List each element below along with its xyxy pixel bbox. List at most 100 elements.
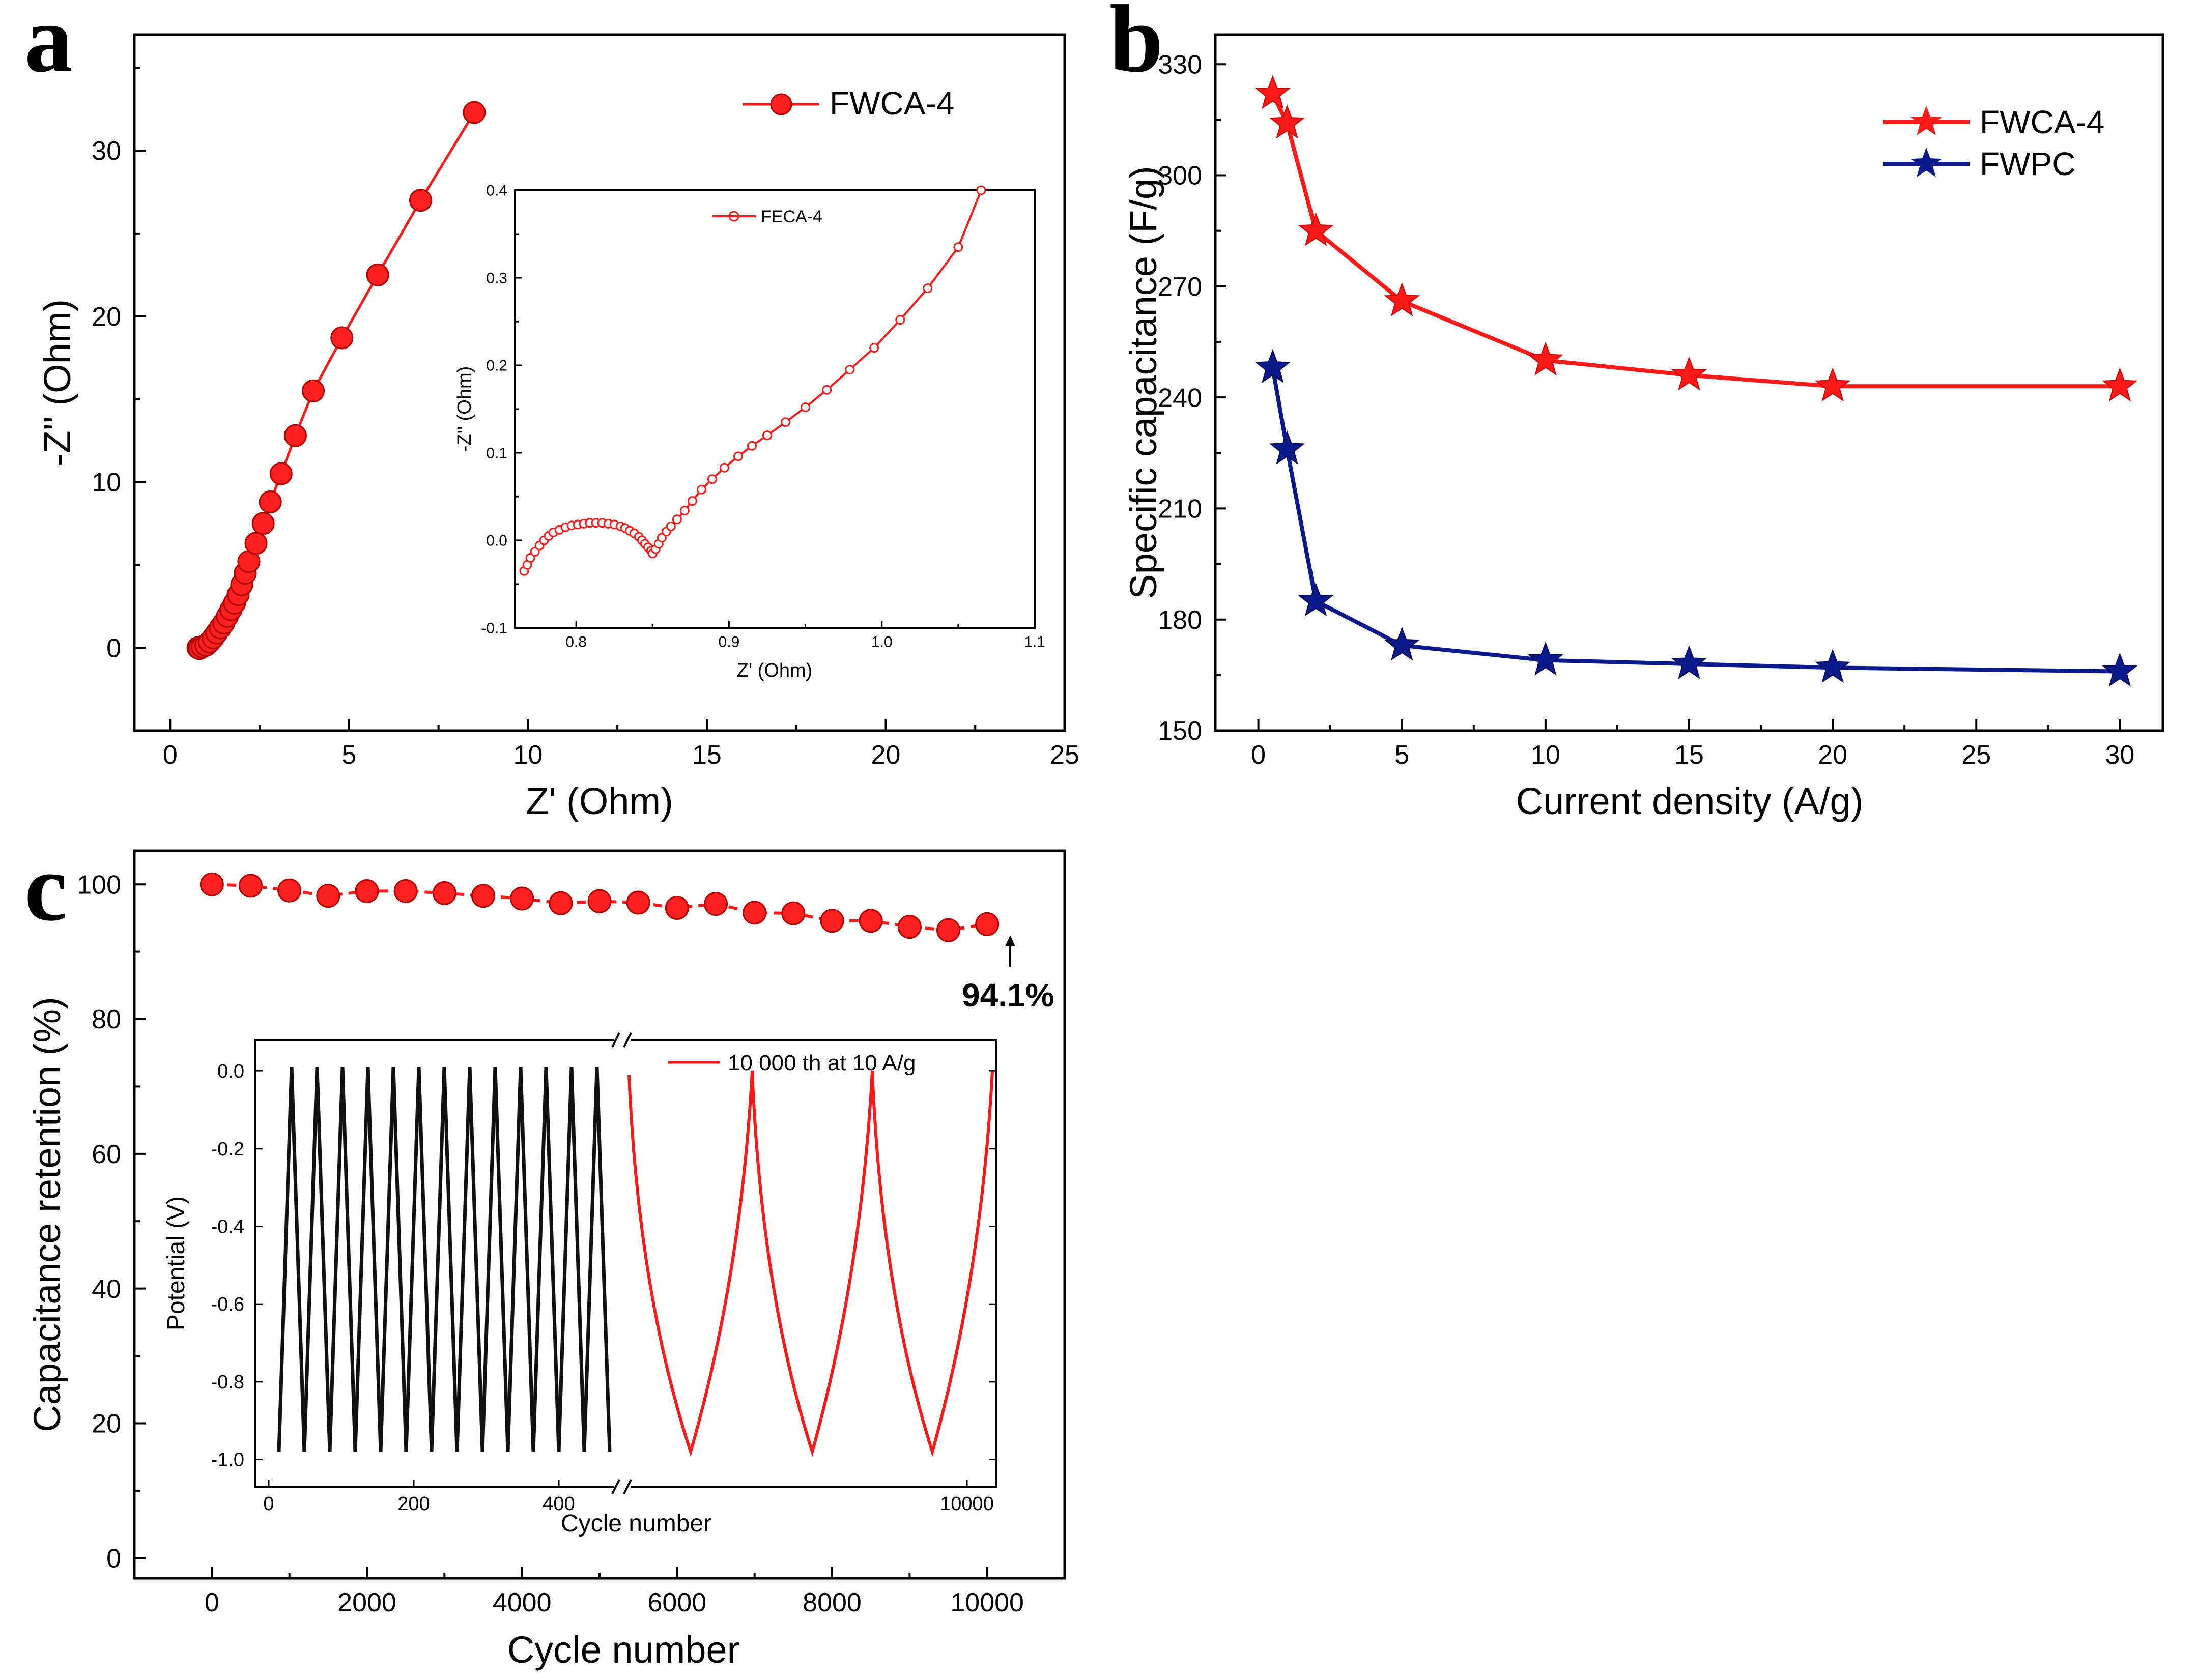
panel-a-y-axis: 0 10 20 30 bbox=[92, 67, 146, 663]
inset-c-x-label: Cycle number bbox=[561, 1510, 711, 1537]
fwca4-point bbox=[1254, 75, 1291, 109]
feca4-point bbox=[707, 474, 717, 484]
retention-point bbox=[975, 912, 1000, 936]
retention-point bbox=[471, 884, 495, 908]
y-tick-label: -1.0 bbox=[211, 1450, 244, 1471]
fwpc-point bbox=[1269, 430, 1305, 465]
x-tick-label: 400 bbox=[543, 1493, 575, 1515]
fwca4-point bbox=[2102, 367, 2138, 402]
inset-a-y-axis: -0.1 0.0 0.1 0.2 0.3 0.4 bbox=[481, 183, 522, 637]
y-tick-label: 330 bbox=[1158, 50, 1202, 79]
feca4-point bbox=[733, 451, 743, 461]
inset-c-series bbox=[277, 1067, 994, 1457]
retention-point bbox=[393, 879, 418, 903]
panel-a: a 0 5 10 15 20 25 0 10 20 30 Z' (Ohm) -Z'' (Ohm)… bbox=[24, 0, 1079, 822]
feca4-point bbox=[719, 462, 729, 473]
x-tick-label: 0 bbox=[163, 740, 178, 770]
fwca4-point bbox=[1527, 341, 1563, 376]
panel-a-x-axis: 0 5 10 15 20 25 bbox=[163, 719, 1079, 770]
inset-a-x-label: Z' (Ohm) bbox=[737, 660, 813, 681]
retention-point bbox=[239, 874, 263, 898]
panel-label-c: c bbox=[24, 834, 67, 941]
feca4-point bbox=[696, 484, 706, 495]
inset-a-series bbox=[519, 185, 986, 576]
fwpc-point bbox=[1298, 582, 1334, 617]
inset-c-x-axis: 0 200 400 10000 bbox=[263, 1480, 994, 1515]
fwca4-point bbox=[302, 379, 325, 402]
retention-point bbox=[743, 901, 767, 925]
panel-a-inset: 0.8 0.9 1.0 1.1 -0.1 0.0 0.1 0.2 0.3 0.4 Z' (Ohm… bbox=[454, 183, 1045, 682]
retention-annotation: 94.1% bbox=[962, 977, 1054, 1013]
x-tick-label: 200 bbox=[397, 1493, 430, 1515]
x-tick-label: 0 bbox=[263, 1493, 274, 1515]
x-tick-label: 10 bbox=[1531, 740, 1560, 770]
retention-point bbox=[781, 901, 806, 925]
panel-b-series bbox=[1254, 75, 2138, 687]
retention-point bbox=[897, 915, 922, 939]
x-tick-label: 0.8 bbox=[565, 634, 587, 651]
y-tick-label: 0.0 bbox=[217, 1061, 244, 1082]
last-cycles-line bbox=[627, 1070, 994, 1457]
x-tick-label: 25 bbox=[1961, 740, 1991, 770]
feca4-point bbox=[679, 506, 690, 516]
y-tick-label: 100 bbox=[77, 870, 121, 900]
y-tick-label: 20 bbox=[92, 1409, 121, 1439]
retention-point bbox=[859, 909, 883, 933]
legend-marker-fwpc bbox=[1910, 148, 1942, 177]
feca4-point bbox=[845, 365, 855, 375]
retention-point bbox=[549, 891, 573, 915]
panel-a-series bbox=[186, 101, 486, 660]
feca4-point bbox=[822, 385, 832, 395]
feca4-point bbox=[953, 242, 963, 252]
panel-a-legend: FWCA-4 bbox=[743, 85, 954, 122]
feca4-point bbox=[781, 417, 791, 427]
x-tick-label: 0 bbox=[205, 1588, 219, 1617]
legend-label-fwca4: FWCA-4 bbox=[830, 85, 954, 122]
retention-point bbox=[626, 890, 650, 915]
fwca4-point bbox=[244, 532, 268, 555]
x-tick-label: 30 bbox=[2105, 740, 2134, 770]
retention-point bbox=[432, 881, 456, 905]
inset-a-legend: FECA-4 bbox=[712, 207, 822, 226]
fwpc-point bbox=[1527, 641, 1563, 676]
legend-marker-fwca4 bbox=[770, 93, 792, 115]
fwca4-point bbox=[1384, 282, 1420, 316]
fwca4-point bbox=[1671, 356, 1707, 391]
panel-a-x-label: Z' (Ohm) bbox=[526, 780, 673, 822]
axis-break-mark bbox=[623, 1032, 632, 1048]
feca4-point bbox=[687, 496, 697, 506]
y-tick-label: -0.4 bbox=[211, 1216, 244, 1237]
retention-point bbox=[587, 889, 612, 913]
fwca4-point bbox=[366, 263, 389, 286]
panel-c-y-label: Capacitance retention (%) bbox=[26, 997, 68, 1432]
fwpc-point bbox=[1815, 649, 1851, 683]
panel-c-x-axis: 0 2000 4000 6000 8000 10000 bbox=[205, 1567, 1024, 1617]
x-tick-label: 10 bbox=[513, 740, 543, 770]
inset-c-legend: 10 000 th at 10 A/g bbox=[668, 1051, 916, 1076]
feca4-point bbox=[869, 343, 879, 353]
y-tick-label: 0 bbox=[106, 1544, 121, 1573]
feca4-point bbox=[666, 521, 676, 531]
x-tick-label: 10000 bbox=[940, 1493, 994, 1515]
retention-point bbox=[936, 918, 960, 942]
y-tick-label: 80 bbox=[92, 1005, 121, 1034]
feca4-point bbox=[976, 185, 986, 195]
inset-c-y-label: Potential (V) bbox=[163, 1196, 190, 1330]
x-tick-label: 0 bbox=[1251, 740, 1266, 770]
retention-point bbox=[510, 886, 534, 911]
fwca4-point bbox=[330, 326, 354, 350]
legend-label-fwca4-b: FWCA-4 bbox=[1980, 104, 2104, 140]
feca4-point bbox=[801, 402, 811, 413]
panel-c-series bbox=[199, 872, 1000, 942]
fwpc-point bbox=[1671, 645, 1707, 679]
panel-c-y-axis: 0 20 40 60 80 100 bbox=[77, 870, 146, 1573]
panel-a-y-label: -Z'' (Ohm) bbox=[36, 299, 78, 466]
feca4-point bbox=[923, 283, 933, 294]
panel-b-x-label: Current density (A/g) bbox=[1516, 780, 1864, 822]
y-tick-label: 270 bbox=[1158, 272, 1202, 302]
legend-label-fwpc: FWPC bbox=[1980, 146, 2075, 182]
fwca4-point bbox=[269, 462, 293, 485]
inset-a-x-axis: 0.8 0.9 1.0 1.1 bbox=[565, 621, 1045, 651]
